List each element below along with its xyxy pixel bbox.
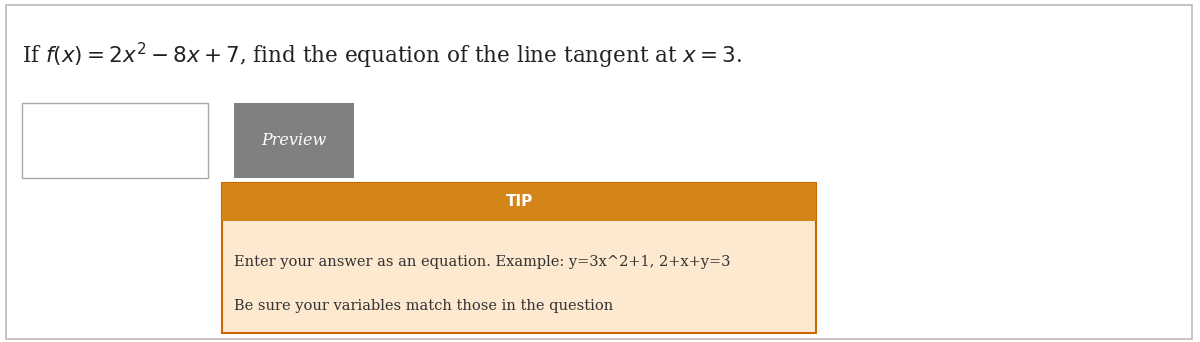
Text: If $f(x) = 2x^2 - 8x + 7$, find the equation of the line tangent at $x = 3$.: If $f(x) = 2x^2 - 8x + 7$, find the equa… xyxy=(22,41,742,71)
Text: Preview: Preview xyxy=(262,132,326,149)
FancyBboxPatch shape xyxy=(22,103,208,178)
Text: TIP: TIP xyxy=(505,194,533,209)
FancyBboxPatch shape xyxy=(222,183,816,221)
Text: Be sure your variables match those in the question: Be sure your variables match those in th… xyxy=(234,299,613,313)
FancyBboxPatch shape xyxy=(6,5,1192,339)
Text: Enter your answer as an equation. Example: y=3x^2+1, 2+x+y=3: Enter your answer as an equation. Exampl… xyxy=(234,255,731,269)
FancyBboxPatch shape xyxy=(234,103,354,178)
FancyBboxPatch shape xyxy=(222,183,816,333)
